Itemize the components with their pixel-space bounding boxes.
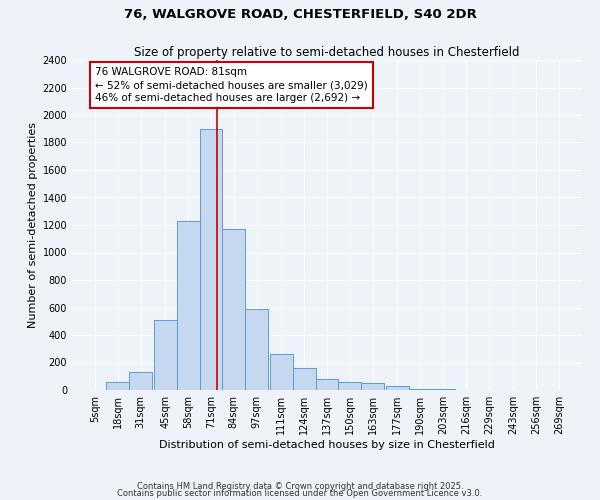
- Bar: [129, 372, 152, 390]
- Text: Contains public sector information licensed under the Open Government Licence v3: Contains public sector information licen…: [118, 489, 482, 498]
- Bar: [106, 382, 129, 390]
- Bar: [293, 368, 316, 390]
- Bar: [338, 382, 361, 390]
- Bar: [245, 309, 268, 390]
- Bar: [386, 386, 409, 390]
- Bar: [199, 128, 223, 390]
- Y-axis label: Number of semi-detached properties: Number of semi-detached properties: [28, 122, 38, 328]
- Bar: [176, 221, 199, 390]
- Bar: [154, 320, 176, 390]
- Bar: [316, 379, 338, 390]
- Text: 76, WALGROVE ROAD, CHESTERFIELD, S40 2DR: 76, WALGROVE ROAD, CHESTERFIELD, S40 2DR: [124, 8, 476, 20]
- Title: Size of property relative to semi-detached houses in Chesterfield: Size of property relative to semi-detach…: [134, 46, 520, 59]
- Bar: [409, 388, 431, 390]
- Text: 76 WALGROVE ROAD: 81sqm
← 52% of semi-detached houses are smaller (3,029)
46% of: 76 WALGROVE ROAD: 81sqm ← 52% of semi-de…: [95, 67, 368, 104]
- Text: Contains HM Land Registry data © Crown copyright and database right 2025.: Contains HM Land Registry data © Crown c…: [137, 482, 463, 491]
- Bar: [270, 354, 293, 390]
- Bar: [361, 383, 384, 390]
- X-axis label: Distribution of semi-detached houses by size in Chesterfield: Distribution of semi-detached houses by …: [159, 440, 495, 450]
- Bar: [223, 229, 245, 390]
